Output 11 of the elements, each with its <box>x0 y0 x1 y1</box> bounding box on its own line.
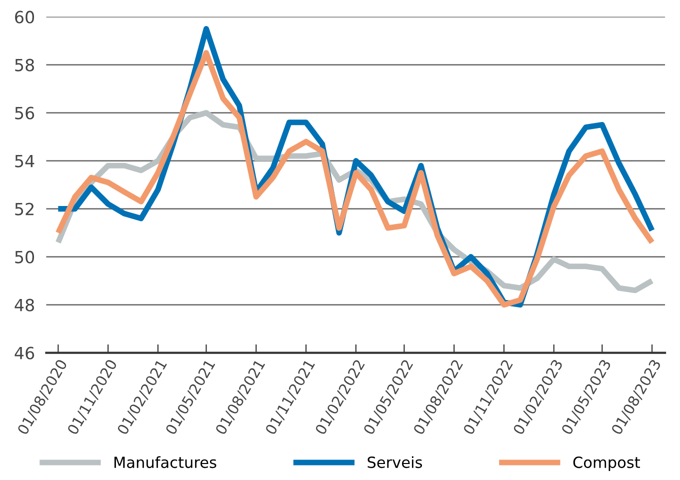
legend-label: Serveis <box>368 456 422 468</box>
y-tick-label: 46 <box>14 346 34 360</box>
y-tick-label: 56 <box>15 106 34 120</box>
y-tick-label: 50 <box>15 250 34 264</box>
y-tick-label: 52 <box>15 202 34 216</box>
legend-label: Manufactures <box>114 456 216 468</box>
y-tick-label: 54 <box>15 154 34 168</box>
y-tick-label: 60 <box>15 10 34 24</box>
legend-label: Compost <box>573 456 640 472</box>
y-tick-label: 58 <box>15 58 34 72</box>
y-tick-label: 48 <box>14 298 34 312</box>
